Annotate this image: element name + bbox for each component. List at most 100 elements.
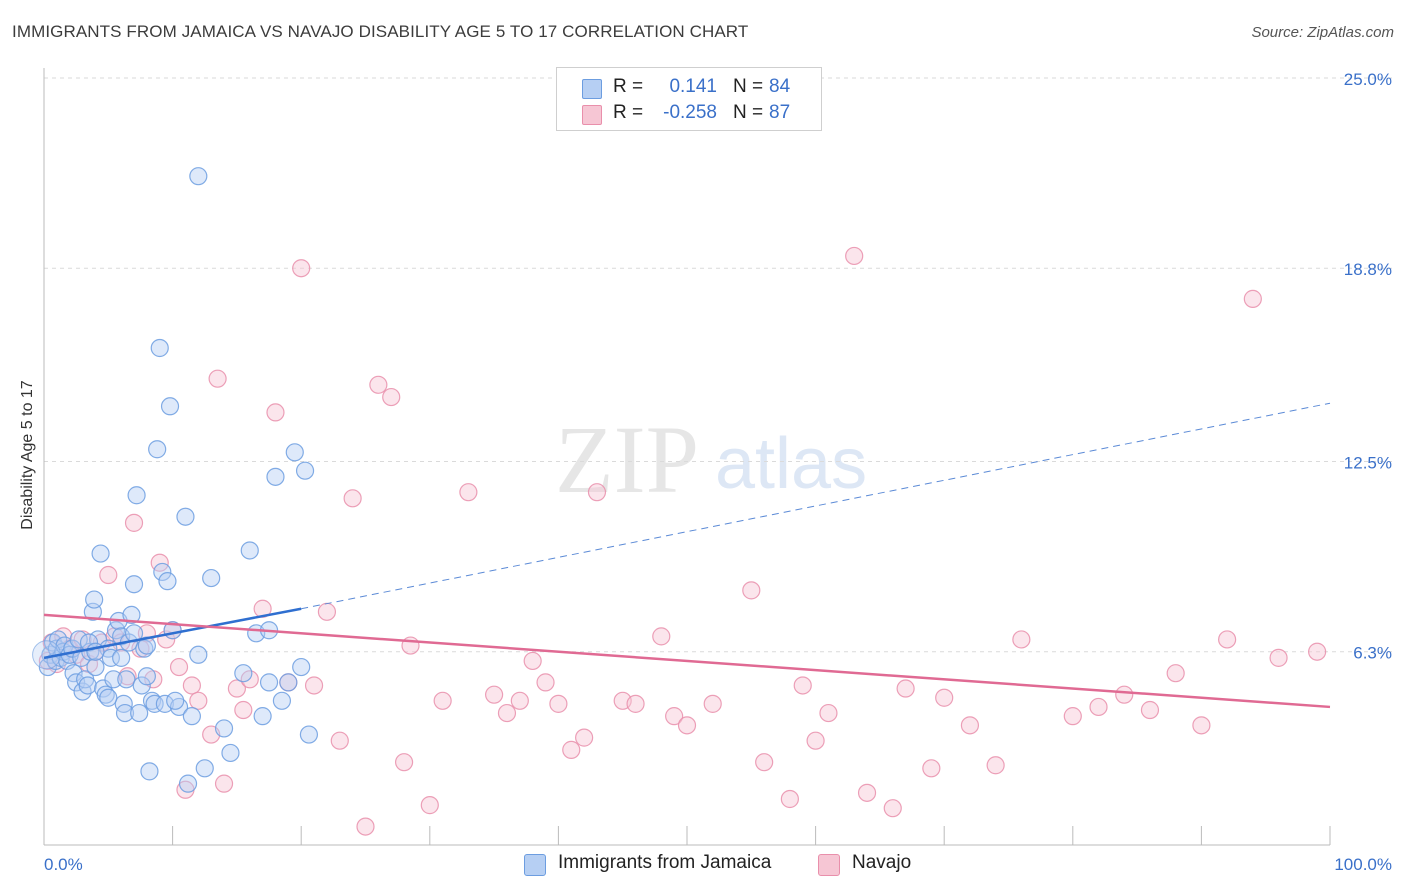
jamaica-point bbox=[160, 397, 180, 416]
jamaica-point bbox=[85, 590, 104, 609]
navajo-point bbox=[1012, 630, 1031, 649]
navajo-point bbox=[793, 676, 812, 695]
legend-label-navajo: Navajo bbox=[852, 852, 912, 873]
navajo-point bbox=[806, 731, 825, 750]
navajo-point bbox=[1140, 700, 1160, 720]
jamaica-point bbox=[137, 667, 156, 686]
navajo-point bbox=[497, 703, 517, 723]
navajo-point bbox=[433, 691, 452, 710]
jamaica-point bbox=[122, 605, 141, 625]
jamaica-point bbox=[114, 694, 133, 713]
jamaica-point bbox=[135, 639, 154, 658]
legend-row-jamaica: R = 0.141 N = 84 bbox=[557, 76, 821, 100]
navajo-point bbox=[935, 688, 954, 707]
series-jamaica-points bbox=[32, 167, 319, 793]
navajo-point bbox=[1089, 697, 1108, 717]
navajo-point bbox=[677, 716, 697, 735]
jamaica-point bbox=[112, 648, 131, 667]
navajo-trend-line bbox=[43, 613, 1331, 709]
navajo-point bbox=[1166, 664, 1185, 683]
jamaica-point bbox=[145, 694, 164, 713]
navajo-point bbox=[562, 740, 581, 759]
jamaica-point bbox=[130, 703, 149, 723]
jamaica-point bbox=[153, 562, 172, 582]
jamaica-point bbox=[240, 541, 259, 560]
axes bbox=[43, 68, 1331, 846]
gridlines bbox=[44, 77, 1392, 653]
watermark-zip: ZIP bbox=[555, 406, 699, 513]
jamaica-point bbox=[182, 707, 201, 726]
legend-r-value: 0.141 bbox=[669, 76, 717, 97]
navajo-point bbox=[182, 676, 201, 695]
jamaica-point bbox=[214, 719, 234, 738]
jamaica-point bbox=[155, 694, 174, 713]
trend-lines bbox=[43, 402, 1331, 709]
navajo-point bbox=[99, 565, 118, 585]
x-tick-label: 0.0% bbox=[44, 855, 83, 874]
navajo-point bbox=[523, 651, 542, 671]
legend-r-value: -0.258 bbox=[663, 102, 717, 123]
navajo-point bbox=[459, 483, 478, 502]
navajo-point bbox=[1192, 716, 1211, 735]
jamaica-point bbox=[104, 670, 123, 689]
navajo-point bbox=[234, 700, 253, 720]
legend-n-value: 87 bbox=[769, 102, 791, 123]
y-tick-label: 12.5% bbox=[1344, 454, 1392, 473]
navajo-point bbox=[169, 657, 189, 677]
navajo-point bbox=[819, 703, 838, 723]
jamaica-point bbox=[78, 676, 97, 695]
jamaica-point bbox=[234, 664, 253, 683]
navajo-point bbox=[420, 796, 439, 815]
navajo-point bbox=[343, 489, 362, 508]
navajo-point bbox=[356, 817, 375, 836]
jamaica-point bbox=[96, 685, 115, 704]
navajo-point bbox=[304, 676, 324, 695]
watermark: ZIP atlas bbox=[555, 406, 867, 513]
legend-swatch-navajo bbox=[582, 105, 602, 125]
navajo-point bbox=[382, 387, 401, 407]
jamaica-point bbox=[158, 572, 177, 591]
navajo-point bbox=[896, 679, 915, 698]
navajo-point bbox=[208, 369, 227, 388]
y-tick-label: 6.3% bbox=[1353, 644, 1392, 663]
correlation-legend: R = 0.141 N = 84 R = -0.258 N = 87 bbox=[556, 67, 822, 131]
navajo-point bbox=[189, 691, 208, 710]
navajo-point bbox=[742, 581, 761, 600]
jamaica-point bbox=[189, 167, 208, 186]
navajo-point bbox=[1269, 648, 1288, 667]
legend-n-value: 84 bbox=[769, 76, 791, 97]
jamaica-point bbox=[272, 691, 292, 710]
navajo-point bbox=[652, 627, 671, 646]
jamaica-point bbox=[285, 443, 304, 462]
navajo-point bbox=[536, 673, 555, 692]
jamaica-point bbox=[140, 762, 159, 781]
navajo-point bbox=[1063, 707, 1082, 726]
navajo-point bbox=[1115, 685, 1134, 704]
jamaica-point bbox=[69, 630, 88, 649]
chart-title: IMMIGRANTS FROM JAMAICA VS NAVAJO DISABI… bbox=[12, 22, 749, 41]
jamaica-point bbox=[115, 703, 135, 723]
legend-r-label: R = bbox=[613, 76, 644, 97]
jamaica-point bbox=[124, 575, 144, 594]
navajo-point bbox=[986, 756, 1005, 775]
legend-swatch-jamaica bbox=[582, 79, 602, 99]
navajo-point bbox=[665, 707, 684, 726]
jamaica-point bbox=[189, 645, 208, 664]
navajo-point bbox=[330, 731, 349, 750]
navajo-point bbox=[626, 694, 645, 713]
navajo-point bbox=[369, 375, 388, 394]
navajo-point bbox=[780, 789, 799, 809]
navajo-point bbox=[883, 799, 902, 818]
jamaica-point bbox=[202, 568, 221, 588]
series-legend: Immigrants from Jamaica Navajo bbox=[0, 852, 1406, 878]
legend-row-navajo: R = -0.258 N = 87 bbox=[557, 102, 821, 126]
jamaica-point bbox=[132, 676, 151, 695]
jamaica-point bbox=[166, 691, 185, 710]
jamaica-point bbox=[127, 486, 146, 505]
jamaica-point bbox=[295, 461, 315, 480]
y-tick-label: 18.8% bbox=[1344, 260, 1392, 279]
navajo-point bbox=[960, 716, 980, 735]
navajo-point bbox=[575, 728, 594, 747]
navajo-point bbox=[292, 259, 311, 278]
